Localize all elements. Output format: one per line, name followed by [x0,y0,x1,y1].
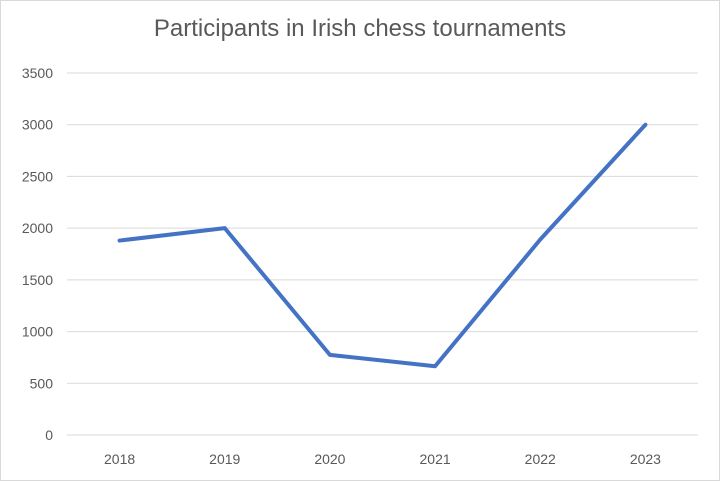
x-tick-label: 2019 [209,451,240,467]
y-tick-label: 3000 [22,117,53,133]
y-tick-label: 0 [45,427,53,443]
x-tick-label: 2018 [104,451,135,467]
chart-title: Participants in Irish chess tournaments [153,15,567,42]
y-tick-label: 500 [30,375,54,391]
y-tick-label: 2000 [22,220,53,236]
x-tick-label: 2020 [314,451,345,467]
y-tick-label: 1000 [22,324,53,340]
x-tick-label: 2021 [420,451,451,467]
series-line-0 [117,122,648,369]
x-tick-label: 2023 [630,451,661,467]
y-tick-label: 2500 [22,168,53,184]
y-tick-label: 1500 [22,272,53,288]
x-tick-label: 2022 [525,451,556,467]
y-tick-label: 3500 [22,65,53,81]
